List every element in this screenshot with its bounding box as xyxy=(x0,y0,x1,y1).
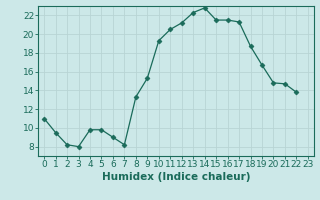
X-axis label: Humidex (Indice chaleur): Humidex (Indice chaleur) xyxy=(102,172,250,182)
